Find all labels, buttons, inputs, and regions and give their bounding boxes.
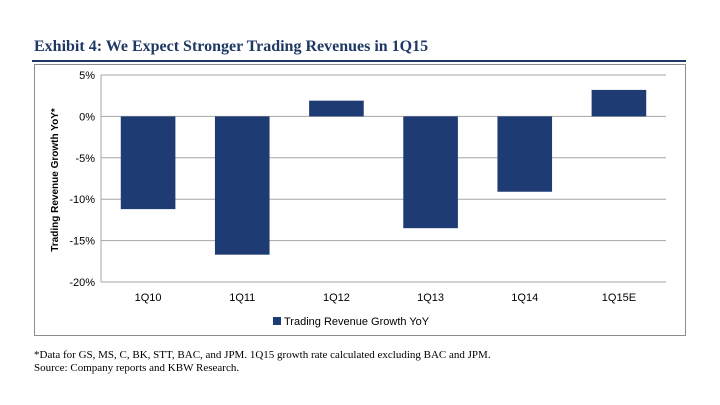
bar xyxy=(214,116,270,255)
chart-frame xyxy=(34,64,686,336)
y-tick-label: -20% xyxy=(69,277,95,289)
x-tick-label: 1Q14 xyxy=(511,292,538,304)
exhibit-title: Exhibit 4: We Expect Stronger Trading Re… xyxy=(34,38,429,55)
bar xyxy=(120,116,176,210)
y-tick-label: 0% xyxy=(79,111,95,123)
y-axis-label: Trading Revenue Growth YoY* xyxy=(50,108,61,252)
y-tick-label: -15% xyxy=(69,236,95,248)
x-tick-label: 1Q10 xyxy=(135,292,162,304)
footnote-source: Source: Company reports and KBW Research… xyxy=(34,362,240,374)
legend-swatch xyxy=(273,317,281,325)
x-tick-label: 1Q13 xyxy=(417,292,444,304)
title-rule xyxy=(32,60,686,62)
y-tick-label: 5% xyxy=(79,70,95,82)
bar xyxy=(309,100,364,117)
bar xyxy=(591,89,647,117)
y-tick-label: -10% xyxy=(69,194,95,206)
footnotes: *Data for GS, MS, C, BK, STT, BAC, and J… xyxy=(34,349,491,375)
bars xyxy=(120,89,647,255)
footnote-note: *Data for GS, MS, C, BK, STT, BAC, and J… xyxy=(34,349,491,361)
y-tick-labels: 5% 0% -5% -10% -15% -20% xyxy=(69,70,95,289)
y-tick-label: -5% xyxy=(75,153,95,165)
bar xyxy=(497,116,553,192)
x-tick-labels: 1Q10 1Q11 1Q12 1Q13 1Q14 1Q15E xyxy=(135,292,636,304)
legend-label: Trading Revenue Growth YoY xyxy=(284,316,430,328)
x-tick-label: 1Q15E xyxy=(602,292,636,304)
bar xyxy=(403,116,458,229)
legend: Trading Revenue Growth YoY xyxy=(273,316,430,328)
x-tick-label: 1Q12 xyxy=(323,292,350,304)
gridlines xyxy=(100,74,666,283)
x-tick-label: 1Q11 xyxy=(229,292,255,304)
